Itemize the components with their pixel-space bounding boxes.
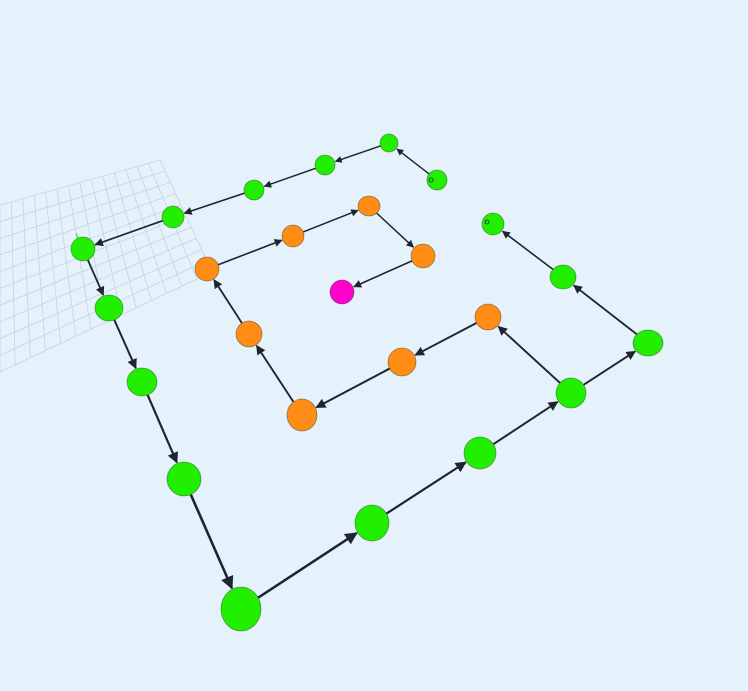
outer-path-node[interactable] xyxy=(379,133,399,153)
outer-path-node[interactable] xyxy=(220,586,262,632)
inner-path-node[interactable] xyxy=(281,224,305,248)
inner-path-node[interactable] xyxy=(357,195,381,217)
edge-arrow xyxy=(263,167,316,188)
grid-line xyxy=(0,238,197,323)
inner-path-node[interactable] xyxy=(194,256,220,282)
grid-line xyxy=(0,249,202,339)
edge-arrow xyxy=(501,230,554,271)
edge-arrow xyxy=(414,322,477,356)
endpoint-marker-icon xyxy=(484,219,490,225)
edge-arrow xyxy=(334,145,381,163)
edge-arrow xyxy=(189,494,234,590)
edge-arrow xyxy=(113,319,137,370)
floor-grid xyxy=(0,159,213,373)
edges-layer xyxy=(87,145,638,599)
inner-path-node[interactable] xyxy=(474,303,502,331)
grid-line xyxy=(0,226,192,306)
edge-arrow xyxy=(376,212,415,248)
inner-path-node[interactable] xyxy=(286,398,318,432)
grid-line xyxy=(0,182,171,239)
outer-path-node[interactable] xyxy=(426,169,448,191)
inner-path-node[interactable] xyxy=(235,320,263,348)
inner-path-node[interactable] xyxy=(410,243,436,269)
edge-arrow xyxy=(87,259,105,296)
edge-arrow xyxy=(94,219,163,247)
outer-path-node[interactable] xyxy=(166,461,202,497)
outer-path-node[interactable] xyxy=(70,236,96,262)
outer-path-node[interactable] xyxy=(126,367,158,397)
outer-path-node[interactable] xyxy=(354,504,390,542)
outer-path-node[interactable] xyxy=(161,205,185,229)
edge-arrow xyxy=(257,531,358,599)
outer-path-node[interactable] xyxy=(555,377,587,409)
edge-arrow xyxy=(213,279,243,324)
grid-line xyxy=(0,193,176,256)
edge-arrow xyxy=(396,148,430,175)
edge-arrow xyxy=(183,192,245,215)
outer-path-node[interactable] xyxy=(463,436,497,470)
edge-arrow xyxy=(255,344,295,403)
grid-line xyxy=(0,159,161,206)
edge-arrow xyxy=(583,350,636,386)
edge-arrow xyxy=(146,394,178,464)
endpoint-marker-icon xyxy=(428,177,434,183)
inner-path-node[interactable] xyxy=(387,347,417,377)
edge-arrow xyxy=(497,325,561,384)
outer-path-node[interactable] xyxy=(632,329,664,357)
outer-path-node[interactable] xyxy=(94,294,124,322)
edge-arrow xyxy=(353,260,413,288)
goal-node[interactable] xyxy=(329,279,355,305)
edge-arrow xyxy=(385,461,467,515)
edge-arrow xyxy=(573,284,638,336)
edge-arrow xyxy=(217,239,283,266)
nodes-layer xyxy=(70,133,664,632)
outer-path-node[interactable] xyxy=(243,179,265,201)
outer-path-node[interactable] xyxy=(314,154,336,176)
edge-arrow xyxy=(302,209,359,233)
edge-arrow xyxy=(492,400,559,446)
grid-line xyxy=(0,204,181,273)
grid-line xyxy=(0,271,213,373)
edge-arrow xyxy=(315,367,391,409)
outer-path-node[interactable] xyxy=(549,264,577,290)
grid-line xyxy=(0,170,166,223)
outer-path-node[interactable] xyxy=(481,212,505,236)
